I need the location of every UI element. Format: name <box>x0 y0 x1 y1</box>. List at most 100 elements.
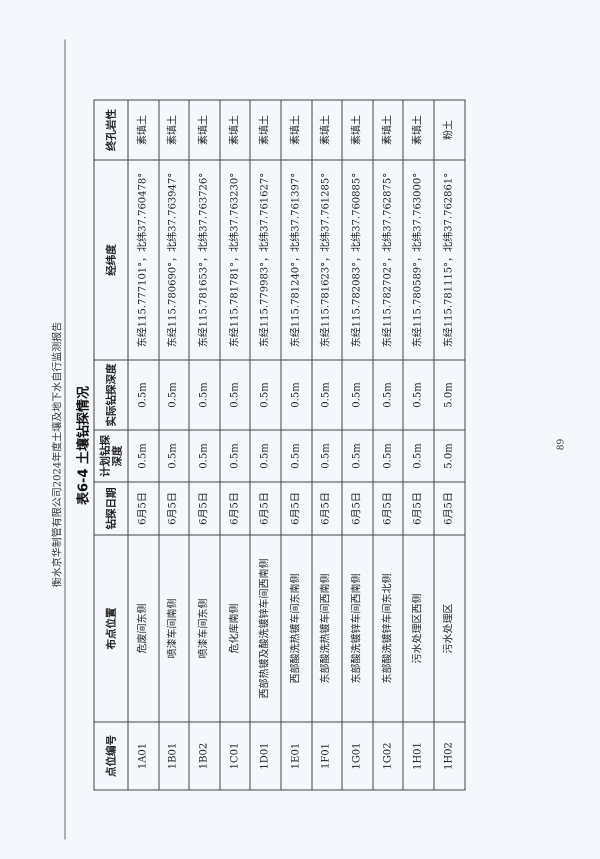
table-cell: 1G02 <box>372 721 403 790</box>
table-cell: 1E01 <box>280 721 312 790</box>
table-cell: 素填土 <box>158 99 189 160</box>
drilling-table: 点位编号 布点位置 钻探日期 计划钻探深度 实际钻探深度 经纬度 终孔岩性 1A01 危废间东… <box>93 99 465 790</box>
table-cell: 素填土 <box>402 99 434 160</box>
table-cell: 6月5日 <box>433 481 465 535</box>
table-row: 1D01 西部热镀及酸洗镀锌车间西南侧 6月5日 0.5m 0.5m 东经115.7799… <box>249 99 281 790</box>
table-cell: 1G01 <box>341 721 373 790</box>
table-row: 1H01 污水处理区西侧 6月5日 0.5m 0.5m 东经115.780589°，北纬3… <box>402 99 434 790</box>
table-cell: 6月5日 <box>280 481 312 535</box>
table-cell: 1B01 <box>158 721 189 790</box>
table-cell: 0.5m <box>188 429 220 482</box>
running-header: 衡水京华制管有限公司2024年度土壤及地下水自行监测报告 <box>52 321 63 587</box>
table-cell: 6月5日 <box>402 481 434 535</box>
table-row: 1B02 喷漆车间东侧 6月5日 0.5m 0.5m 东经115.781653°，北纬37… <box>188 99 220 790</box>
table-cell: 6月5日 <box>372 481 403 535</box>
table-cell: 0.5m <box>372 429 403 482</box>
table-cell: 素填土 <box>280 99 312 160</box>
table-cell: 0.5m <box>158 359 189 430</box>
table-cell: 危化库南侧 <box>219 534 250 722</box>
column-header: 钻探日期 <box>93 481 128 535</box>
table-cell: 粉土 <box>433 99 465 160</box>
table-cell: 0.5m <box>311 429 342 482</box>
table-cell: 1F01 <box>311 721 342 790</box>
table-cell: 0.5m <box>280 359 312 430</box>
table-cell: 素填土 <box>311 99 342 160</box>
table-cell: 6月5日 <box>249 481 281 535</box>
table-cell: 东经115.782702°，北纬37.762875° <box>372 159 403 360</box>
column-header: 点位编号 <box>93 721 128 790</box>
table-cell: 1H01 <box>402 721 434 790</box>
table-cell: 0.5m <box>219 359 250 430</box>
table-cell: 东部酸洗热镀车间西南侧 <box>311 534 342 722</box>
table-cell: 污水处理区 <box>433 534 465 722</box>
table-cell: 0.5m <box>311 359 342 430</box>
table-cell: 6月5日 <box>219 481 250 535</box>
table-header-row: 点位编号 布点位置 钻探日期 计划钻探深度 实际钻探深度 经纬度 终孔岩性 <box>93 99 128 790</box>
table-cell: 喷漆车间南侧 <box>158 534 189 722</box>
table-cell: 0.5m <box>402 359 434 430</box>
table-cell: 污水处理区西侧 <box>402 534 434 722</box>
table-cell: 西部热镀及酸洗镀锌车间西南侧 <box>249 534 281 722</box>
table-cell: 5.0m <box>433 359 465 430</box>
table-cell: 0.5m <box>402 429 434 482</box>
column-header: 终孔岩性 <box>93 99 128 160</box>
table-row: 1A01 危废间东侧 6月5日 0.5m 0.5m 东经115.777101°，北纬37.… <box>127 99 159 790</box>
table-cell: 1B02 <box>188 721 220 790</box>
table-cell: 6月5日 <box>311 481 342 535</box>
column-header: 实际钻探深度 <box>93 359 128 430</box>
table-cell: 0.5m <box>249 359 281 430</box>
table-cell: 1C01 <box>219 721 250 790</box>
table-cell: 东经115.782083°，北纬37.760885° <box>341 159 373 360</box>
table-cell: 东经115.781240°，北纬37.761397° <box>280 159 312 360</box>
table-cell: 0.5m <box>158 429 189 482</box>
column-header: 经纬度 <box>93 159 128 360</box>
table-row: 1G02 东部酸洗镀锌车间东北侧 6月5日 0.5m 0.5m 东经115.782702°… <box>372 99 403 790</box>
table-cell: 0.5m <box>249 429 281 482</box>
table-cell: 0.5m <box>127 359 159 430</box>
table-cell: 东经115.781623°，北纬37.761285° <box>311 159 342 360</box>
table-cell: 0.5m <box>219 429 250 482</box>
table-row: 1F01 东部酸洗热镀车间西南侧 6月5日 0.5m 0.5m 东经115.781623°… <box>311 99 342 790</box>
table-cell: 6月5日 <box>188 481 220 535</box>
table-cell: 0.5m <box>280 429 312 482</box>
table-cell: 素填土 <box>341 99 373 160</box>
table-title: 表6-4 土壤钻探情况 <box>76 385 91 505</box>
table-cell: 0.5m <box>341 429 373 482</box>
column-header: 布点位置 <box>93 534 128 722</box>
page-number: 89 <box>556 438 566 450</box>
table-cell: 东经115.781115°，北纬37.762861° <box>433 159 465 360</box>
table-cell: 东经115.780690°，北纬37.763947° <box>158 159 189 360</box>
table-cell: 6月5日 <box>127 481 159 535</box>
table-cell: 危废间东侧 <box>127 534 159 722</box>
table-cell: 东经115.781781°，北纬37.763230° <box>219 159 250 360</box>
header-divider <box>64 39 65 839</box>
table-cell: 5.0m <box>433 429 465 482</box>
table-row: 1C01 危化库南侧 6月5日 0.5m 0.5m 东经115.781781°，北纬37.… <box>219 99 250 790</box>
table-cell: 1D01 <box>249 721 281 790</box>
table-row: 1H02 污水处理区 6月5日 5.0m 5.0m 东经115.781115°，北纬37.… <box>433 99 465 790</box>
table-row: 1E01 西部酸洗热镀车间东南侧 6月5日 0.5m 0.5m 东经115.781240°… <box>280 99 312 790</box>
table-cell: 东经115.780589°，北纬37.763000° <box>402 159 434 360</box>
table-cell: 6月5日 <box>158 481 189 535</box>
table-cell: 素填土 <box>249 99 281 160</box>
table-cell: 素填土 <box>372 99 403 160</box>
table-cell: 0.5m <box>372 359 403 430</box>
table-cell: 东经115.779983°，北纬37.761627° <box>249 159 281 360</box>
column-header: 计划钻探深度 <box>93 429 128 482</box>
table-cell: 0.5m <box>341 359 373 430</box>
table-cell: 1H02 <box>433 721 465 790</box>
table-row: 1G01 东部酸洗镀锌车间西南侧 6月5日 0.5m 0.5m 东经115.782083°… <box>341 99 373 790</box>
table-cell: 东部酸洗镀锌车间东北侧 <box>372 534 403 722</box>
table-cell: 素填土 <box>188 99 220 160</box>
table-cell: 素填土 <box>219 99 250 160</box>
table-cell: 东经115.777101°，北纬37.760478° <box>127 159 159 360</box>
table-cell: 素填土 <box>127 99 159 160</box>
table-cell: 0.5m <box>127 429 159 482</box>
table-cell: 喷漆车间东侧 <box>188 534 220 722</box>
table-cell: 1A01 <box>127 721 159 790</box>
table-row: 1B01 喷漆车间南侧 6月5日 0.5m 0.5m 东经115.780690°，北纬37… <box>158 99 189 790</box>
table-cell: 西部酸洗热镀车间东南侧 <box>280 534 312 722</box>
table-cell: 东部酸洗镀锌车间西南侧 <box>341 534 373 722</box>
table-cell: 6月5日 <box>341 481 373 535</box>
